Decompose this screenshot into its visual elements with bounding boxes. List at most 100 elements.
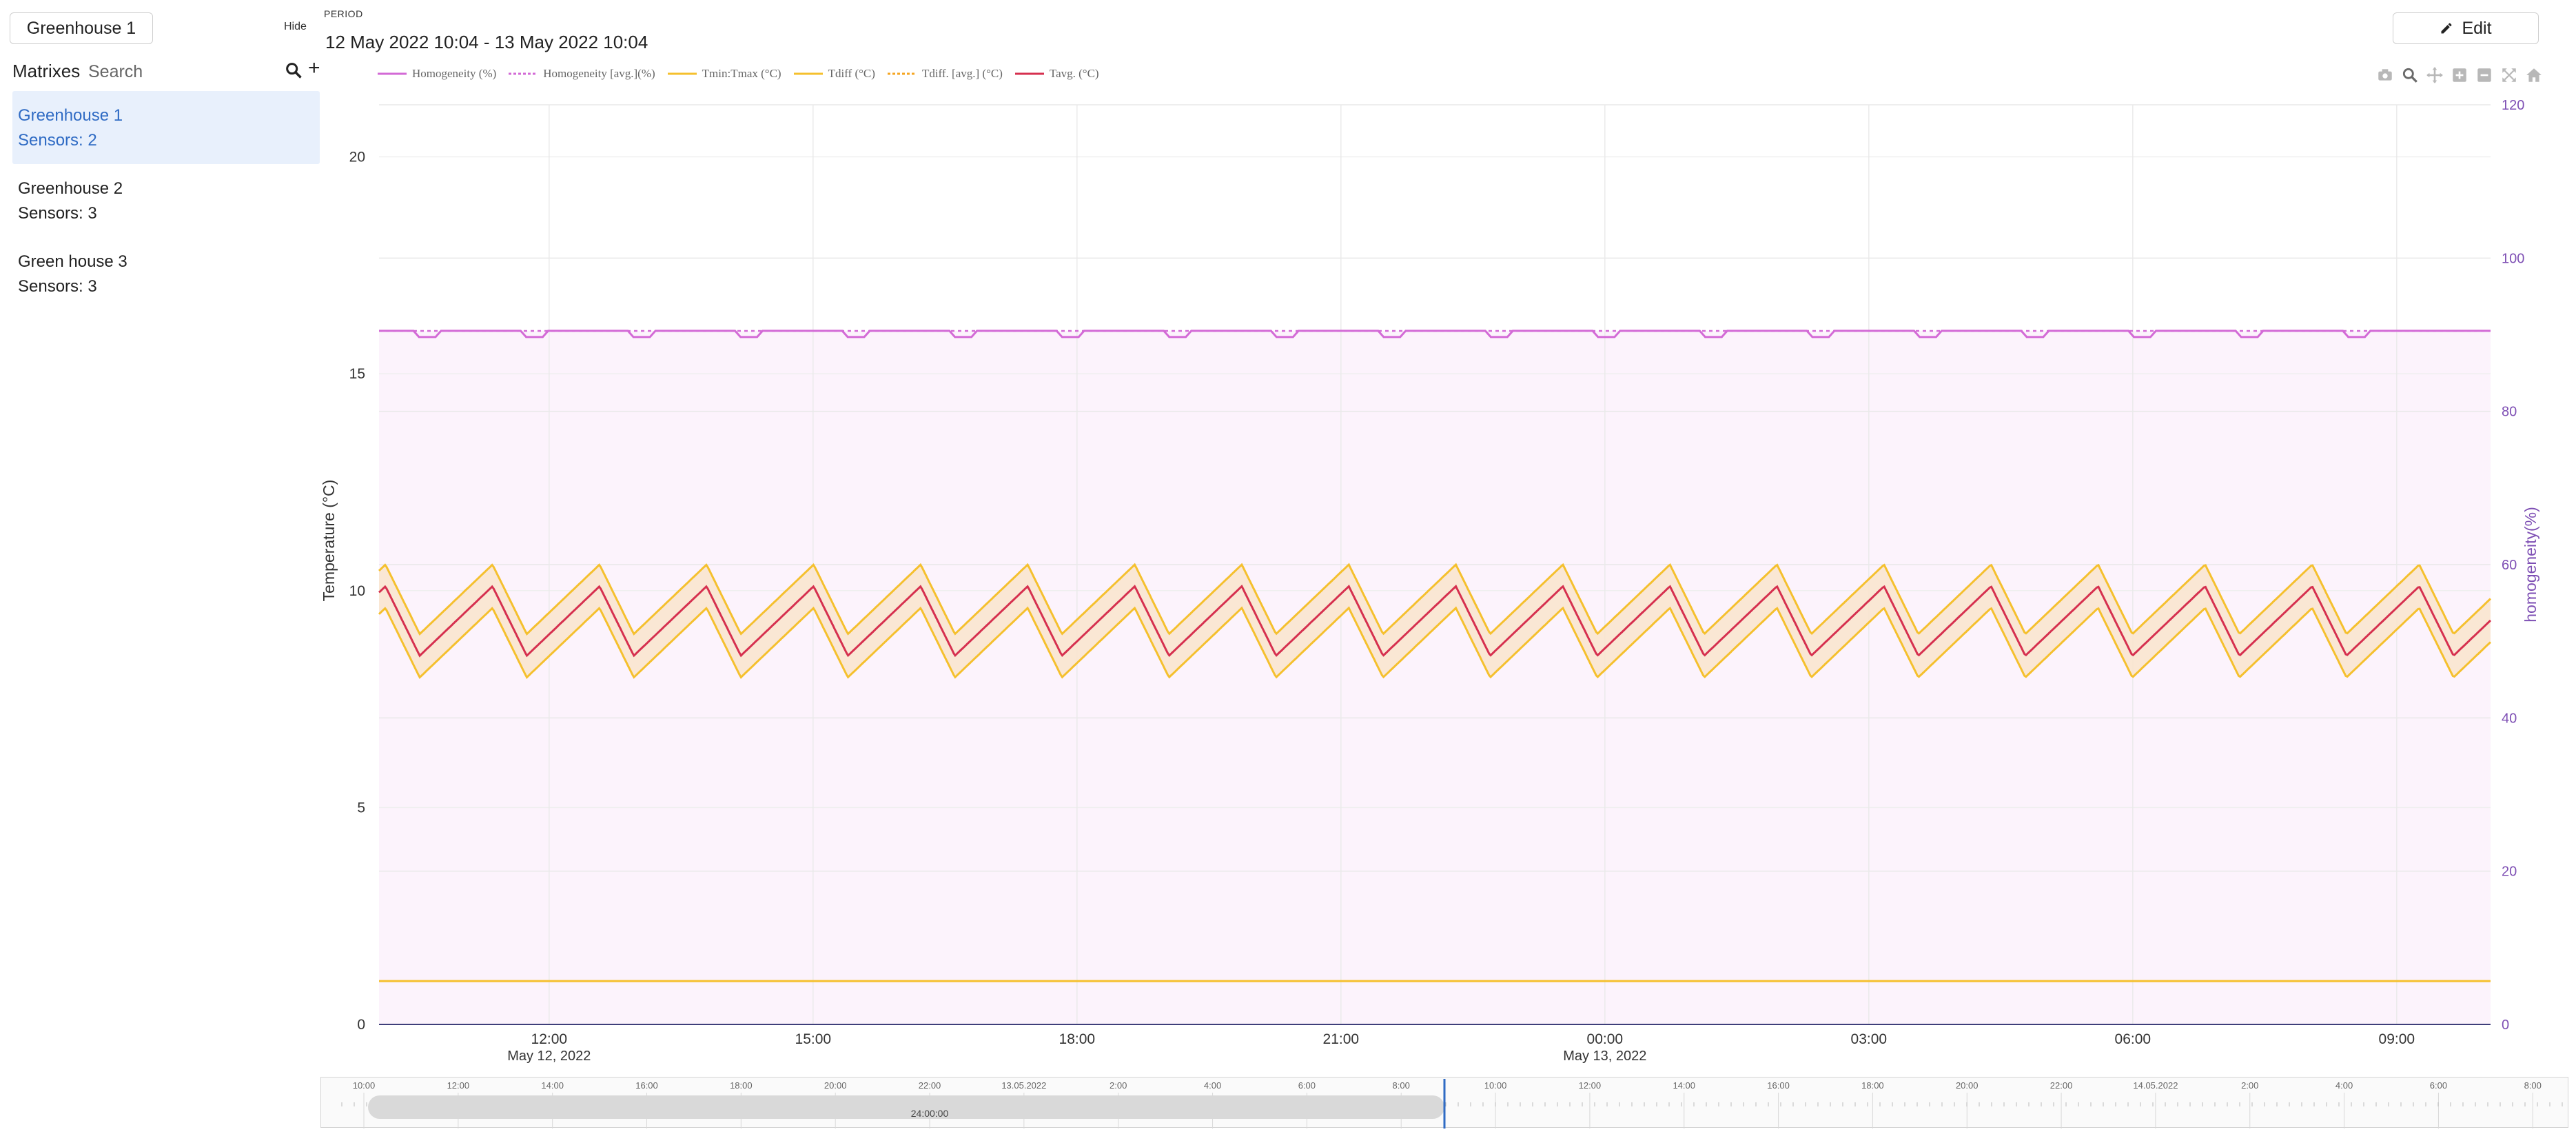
timeline-label: 2:00	[1110, 1080, 1127, 1091]
y-tick-label: 0	[357, 1017, 365, 1033]
legend-swatch	[509, 72, 538, 75]
legend-swatch	[667, 72, 697, 75]
legend-swatch	[378, 72, 407, 75]
chart[interactable]: 0 20 40 60 80 100 120 0 5 10 15 20 12:00 May 12, 2022…	[0, 0, 2576, 1075]
timeline-window[interactable]	[368, 1095, 1444, 1119]
timeline-label: 14.05.2022	[2133, 1080, 2178, 1091]
greenhouse-select[interactable]: Greenhouse 1	[10, 12, 153, 44]
matrix-item[interactable]: Greenhouse 1 Sensors: 2	[12, 91, 320, 164]
legend-swatch	[793, 72, 823, 75]
period-label: PERIOD	[324, 8, 363, 19]
timeline-label: 18:00	[1861, 1080, 1884, 1091]
legend-item[interactable]: Tavg. (°C)	[1014, 67, 1099, 81]
search-input[interactable]	[87, 59, 262, 84]
matrix-item[interactable]: Green house 3 Sensors: 3	[12, 237, 320, 310]
y2-tick-label: 100	[2502, 251, 2524, 266]
legend-item[interactable]: Tdiff. [avg.] (°C)	[887, 67, 1003, 81]
legend-label: Homogeneity [avg.](%)	[543, 67, 655, 80]
timeline-navigator[interactable]: 10:00 12:00 14:00 16:00 18:00 20:00 22:00 13.05…	[320, 1077, 2569, 1129]
y-axis-title: Temperature (°C)	[320, 480, 338, 602]
timeline-label: 8:00	[2524, 1080, 2542, 1091]
x-tick-label: 03:00	[1851, 1031, 1888, 1047]
sidebar: Greenhouse 1 Hide Matrixes + Greenhouse …	[0, 0, 324, 1143]
legend-label: Tdiff (°C)	[828, 67, 875, 80]
pan-icon[interactable]	[2426, 66, 2444, 84]
autoscale-icon[interactable]	[2500, 66, 2518, 84]
zoom-in-icon[interactable]	[2451, 66, 2468, 84]
y2-tick-label: 20	[2502, 864, 2517, 880]
timeline-label: 14:00	[1673, 1080, 1695, 1091]
zoom-out-icon[interactable]	[2475, 66, 2493, 84]
tmin-line	[378, 606, 2492, 679]
x-tick-label: 00:00	[1587, 1031, 1624, 1047]
matrixes-label: Matrixes	[12, 61, 81, 81]
y2-tick-label: 60	[2502, 558, 2517, 573]
x-tick-label: 06:00	[2115, 1031, 2151, 1047]
x-tick-label: 12:00	[531, 1031, 568, 1047]
edit-button[interactable]: Edit	[2393, 12, 2539, 44]
timeline-label: 20:00	[1956, 1080, 1979, 1091]
matrix-item[interactable]: Greenhouse 2 Sensors: 3	[12, 164, 320, 237]
legend-item[interactable]: Homogeneity [avg.](%)	[509, 67, 655, 81]
matrix-item-name: Green house 3	[18, 252, 127, 271]
timeline-label: 13.05.2022	[1001, 1080, 1046, 1091]
timeline-label: 4:00	[1204, 1080, 1221, 1091]
y-tick-label: 5	[357, 800, 365, 816]
timeline-label: 14:00	[541, 1080, 564, 1091]
legend-label: Tavg. (°C)	[1049, 67, 1099, 80]
legend-item[interactable]: Tdiff (°C)	[793, 67, 875, 81]
chart-modebar	[2376, 66, 2543, 84]
y-tick-label: 20	[349, 150, 365, 165]
timeline-label: 22:00	[919, 1080, 941, 1091]
add-matrix-icon[interactable]: +	[308, 57, 320, 79]
x-tick-label: 09:00	[2379, 1031, 2415, 1047]
timeline-label: 16:00	[1767, 1080, 1790, 1091]
y2-axis-title: homogeneity(%)	[2522, 507, 2539, 622]
timeline-label: 18:00	[730, 1080, 753, 1091]
timeline-label: 16:00	[635, 1080, 658, 1091]
legend-item[interactable]: Homogeneity (%)	[378, 67, 496, 81]
timeline-label: 4:00	[2335, 1080, 2353, 1091]
matrix-item-sensors: Sensors: 3	[18, 277, 97, 296]
y2-tick-label: 80	[2502, 405, 2517, 420]
home-icon[interactable]	[2525, 66, 2543, 84]
y-tick-label: 15	[349, 366, 365, 382]
legend-swatch	[887, 72, 917, 75]
timeline-label: 10:00	[353, 1080, 376, 1091]
matrix-list: Greenhouse 1 Sensors: 2 Greenhouse 2 Sensor…	[12, 91, 320, 310]
y2-tick-label: 0	[2502, 1018, 2509, 1033]
matrix-item-sensors: Sensors: 3	[18, 204, 97, 223]
timeline-svg[interactable]: 10:00 12:00 14:00 16:00 18:00 20:00 22:00 13.05…	[321, 1078, 2569, 1129]
search-icon[interactable]	[284, 61, 303, 80]
tmax-line	[378, 563, 2492, 636]
x-tick-sublabel: May 12, 2022	[507, 1049, 591, 1064]
chart-legend: Homogeneity (%) Homogeneity [avg.](%) Tmin…	[378, 65, 1112, 83]
legend-label: Tdiff. [avg.] (°C)	[921, 67, 1003, 80]
timeline-label: 6:00	[2430, 1080, 2447, 1091]
timeline-label: 20:00	[824, 1080, 847, 1091]
timeline-label: 6:00	[1298, 1080, 1316, 1091]
matrix-item-name: Greenhouse 1	[18, 106, 123, 125]
timeline-label: 12:00	[1579, 1080, 1602, 1091]
pencil-icon	[2441, 23, 2452, 34]
x-tick-label: 18:00	[1059, 1031, 1096, 1047]
y2-tick-label: 120	[2502, 98, 2524, 113]
timeline-label: 8:00	[1393, 1080, 1410, 1091]
y2-tick-label: 40	[2502, 711, 2517, 726]
hide-sidebar-button[interactable]: Hide	[284, 21, 307, 32]
legend-swatch	[1014, 72, 1044, 75]
timeline-label: 10:00	[1484, 1080, 1507, 1091]
tavg-line	[378, 584, 2492, 658]
matrix-item-name: Greenhouse 2	[18, 179, 123, 198]
legend-item[interactable]: Tmin:Tmax (°C)	[667, 67, 781, 81]
y-tick-label: 10	[349, 583, 365, 599]
zoom-icon[interactable]	[2401, 66, 2419, 84]
homogeneity-area	[379, 330, 2491, 1025]
timeline-label: 22:00	[2050, 1080, 2073, 1091]
legend-label: Homogeneity (%)	[412, 67, 497, 80]
period-value[interactable]: 12 May 2022 10:04 - 13 May 2022 10:04	[325, 32, 648, 52]
camera-icon[interactable]	[2376, 66, 2394, 84]
matrix-item-sensors: Sensors: 2	[18, 131, 97, 150]
timeline-label: 12:00	[447, 1080, 470, 1091]
timeline-label: 2:00	[2241, 1080, 2258, 1091]
